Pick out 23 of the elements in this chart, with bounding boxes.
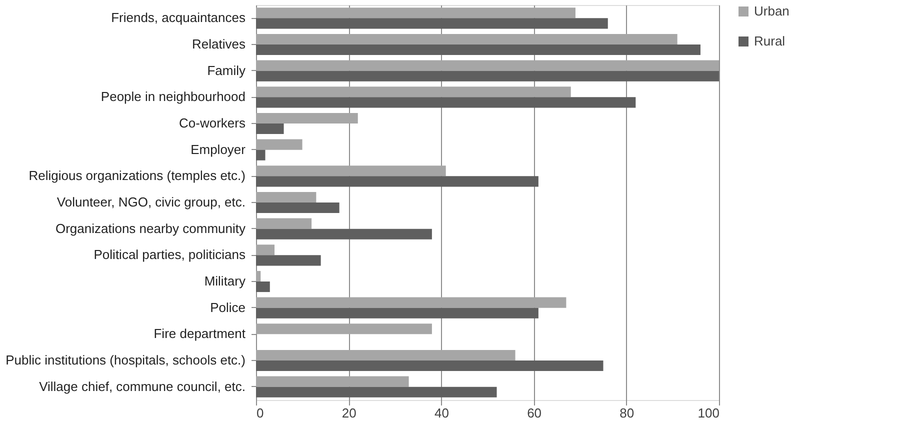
x-tick-label: 80 — [620, 406, 634, 420]
y-tick-label: Family — [207, 62, 246, 78]
x-tick-label: 20 — [342, 406, 356, 420]
legend-label: Urban — [754, 4, 790, 18]
y-tick-label: Village chief, commune council, etc. — [39, 378, 246, 394]
y-tick-label: Employer — [190, 142, 246, 157]
y-tick-label: Co-workers — [179, 116, 246, 130]
y-tick-label: Police — [210, 300, 246, 315]
y-tick-label: People in neighbourhood — [100, 89, 246, 104]
legend-label: Rural — [754, 34, 786, 48]
y-tick-label: Relatives — [192, 36, 246, 52]
y-tick-label: Religious organizations (temples etc.) — [28, 168, 246, 184]
x-tick-label: 40 — [434, 406, 449, 420]
y-tick-label: Political parties, politicians — [94, 247, 246, 262]
x-tick-label: 0 — [256, 406, 264, 420]
x-tick-label: 60 — [527, 406, 542, 420]
y-tick-label: Organizations nearby community — [55, 220, 246, 236]
y-tick-label: Volunteer, NGO, civic group, etc. — [56, 194, 246, 210]
y-tick-label: Public institutions (hospitals, schools etc.) — [6, 352, 246, 368]
y-tick-label: Military — [204, 274, 246, 288]
x-tick-label: 100 — [698, 406, 720, 420]
y-tick-label: Fire department — [154, 326, 246, 342]
y-tick-label: Friends, acquaintances — [111, 10, 246, 26]
